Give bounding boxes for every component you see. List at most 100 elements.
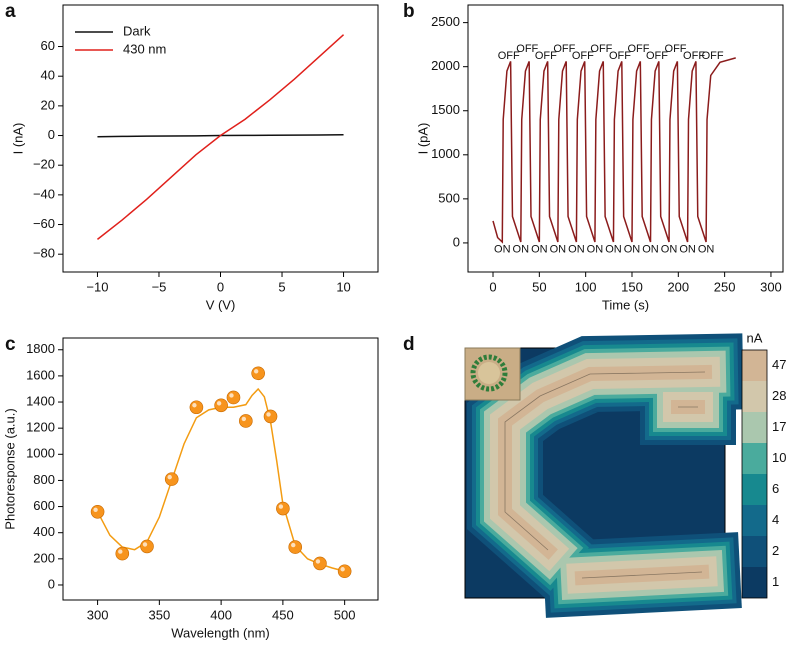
fit-line (96, 387, 345, 572)
data-point (115, 546, 130, 561)
contour-band (574, 564, 710, 586)
legend-label: Dark (123, 23, 151, 38)
y-tick-label: 1500 (431, 102, 460, 117)
x-tick-label: 500 (334, 607, 356, 622)
y-tick-label: 0 (453, 234, 460, 249)
data-point (189, 400, 204, 415)
colorbar-label: 1 (772, 574, 779, 589)
annotation: OFF (516, 43, 538, 55)
annotation: ON (624, 243, 641, 255)
annotation: OFF (627, 43, 649, 55)
y-tick-label: 1600 (26, 367, 55, 382)
y-tick-label: 400 (33, 524, 55, 539)
annotation: OFF (646, 50, 668, 62)
colorbar-frame (741, 349, 768, 599)
y-tick-label: 0 (48, 127, 55, 142)
legend-label: 430 nm (123, 41, 166, 56)
panel-label: a (5, 1, 16, 22)
y-axis-label: I (pA) (415, 123, 430, 155)
x-tick-label: 200 (667, 279, 689, 294)
annotation: ON (642, 243, 659, 255)
panel-label: c (5, 334, 16, 355)
point-highlight (266, 412, 271, 417)
x-tick-label: 300 (87, 607, 109, 622)
colorbar-label: 17 (772, 419, 786, 434)
point-highlight (167, 474, 172, 480)
y-tick-label: 800 (33, 472, 55, 487)
data-point (90, 504, 105, 519)
y-tick-label: 20 (41, 97, 55, 112)
annotation: ON (531, 243, 548, 255)
x-tick-label: 450 (272, 607, 294, 622)
y-tick-label: −20 (33, 157, 55, 172)
x-tick-label: 250 (714, 279, 736, 294)
annotation: OFF (665, 43, 687, 55)
data-line (492, 57, 736, 244)
annotation: ON (494, 243, 511, 255)
y-tick-label: −40 (33, 186, 55, 201)
point-highlight (192, 403, 197, 408)
x-tick-label: 10 (336, 279, 350, 294)
inset-ring (470, 354, 508, 392)
colorbar-band (742, 567, 767, 598)
y-tick-label: 2000 (431, 58, 460, 73)
y-tick-label: 500 (438, 190, 460, 205)
y-tick-label: 0 (48, 576, 55, 591)
x-tick-label: 50 (532, 279, 546, 294)
colorbar-band (742, 412, 767, 443)
colorbar-label: 47 (772, 357, 786, 372)
inset-center (478, 362, 500, 384)
colorbar-label: 28 (772, 388, 786, 403)
plot-frame (467, 4, 784, 273)
y-tick-label: 1200 (26, 420, 55, 435)
point-highlight (229, 393, 234, 398)
point-highlight (241, 416, 247, 422)
contour-line (581, 571, 703, 579)
x-tick-label: 300 (760, 279, 782, 294)
x-tick-label: 5 (278, 279, 285, 294)
colorbar-label: 4 (772, 512, 779, 527)
annotation: ON (661, 243, 678, 255)
y-tick-label: 1000 (26, 446, 55, 461)
plot-frame (62, 337, 379, 601)
x-tick-label: 0 (217, 279, 224, 294)
data-point (263, 409, 278, 424)
point-highlight (278, 504, 284, 509)
contour-band (498, 364, 713, 560)
data-point (214, 398, 228, 413)
colorbar-band (742, 474, 767, 505)
annotation: ON (568, 243, 585, 255)
point-highlight (142, 542, 148, 547)
point-highlight (253, 369, 259, 374)
colorbar-band (742, 350, 767, 381)
x-tick-label: −5 (152, 279, 167, 294)
data-point (239, 414, 253, 428)
x-tick-label: 400 (210, 607, 232, 622)
annotation: ON (587, 243, 604, 255)
x-axis-label: V (V) (206, 297, 236, 312)
annotation: ON (550, 243, 567, 255)
annotation: OFF (609, 50, 631, 62)
x-tick-label: 350 (149, 607, 171, 622)
y-tick-label: 200 (33, 550, 55, 565)
point-highlight (93, 507, 98, 512)
data-point (251, 366, 265, 381)
data-point (140, 539, 154, 554)
annotation: OFF (535, 50, 557, 62)
data-point (337, 564, 352, 579)
data-point (276, 501, 290, 516)
x-tick-label: −10 (86, 279, 108, 294)
annotation: OFF (683, 50, 705, 62)
annotation: ON (698, 243, 715, 255)
colorbar-band (742, 536, 767, 567)
y-axis-label: Photoresponse (a.u.) (2, 408, 17, 529)
panel-label: b (403, 1, 415, 22)
colorbar-band (742, 505, 767, 536)
annotation: OFF (498, 50, 520, 62)
y-tick-label: 1400 (26, 393, 55, 408)
data-point (288, 540, 303, 554)
y-tick-label: 2500 (431, 14, 460, 29)
colorbar-band (742, 443, 767, 474)
annotation: OFF (553, 43, 575, 55)
